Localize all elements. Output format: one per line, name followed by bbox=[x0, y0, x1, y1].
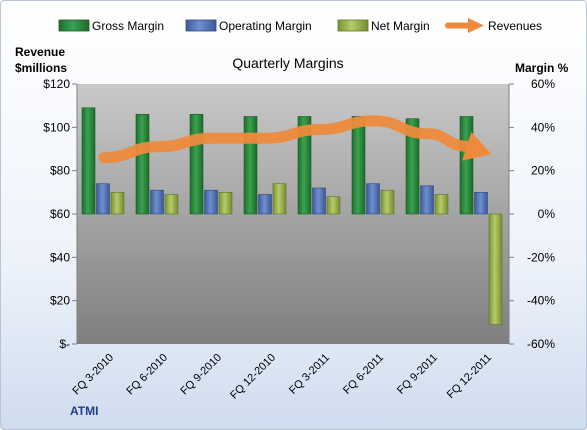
legend-swatch-operating-margin bbox=[185, 19, 217, 32]
bar-net-margin-8 bbox=[488, 213, 503, 325]
legend-swatch-net-margin bbox=[337, 19, 369, 32]
left-tick-label: $60 bbox=[50, 207, 70, 221]
bar-net-margin-4 bbox=[272, 183, 287, 215]
right-axis-title: Margin % bbox=[515, 61, 569, 75]
bar-operating-margin-8 bbox=[474, 192, 488, 215]
chart-title: Quarterly Margins bbox=[232, 55, 343, 71]
left-tick-label: $120 bbox=[43, 77, 70, 91]
left-axis-title-line1: Revenue bbox=[15, 45, 65, 59]
bar-gross-margin-5 bbox=[297, 116, 312, 215]
bar-gross-margin-1 bbox=[81, 107, 96, 215]
bar-operating-margin-5 bbox=[312, 187, 326, 215]
bar-net-margin-7 bbox=[434, 194, 449, 215]
bar-gross-margin-3 bbox=[189, 114, 204, 215]
legend-label-operating-margin: Operating Margin bbox=[219, 19, 312, 33]
right-tick-label: 40% bbox=[531, 120, 555, 134]
bar-net-margin-6 bbox=[380, 189, 395, 215]
bar-net-margin-2 bbox=[164, 194, 179, 215]
x-tick-label: FQ 3-2010 bbox=[70, 352, 116, 398]
right-tick-label: -60% bbox=[527, 337, 555, 351]
bar-gross-margin-2 bbox=[135, 114, 150, 215]
bar-operating-margin-7 bbox=[420, 185, 434, 215]
legend-swatch-revenues bbox=[445, 18, 484, 33]
bar-net-margin-5 bbox=[326, 196, 341, 215]
left-axis-title-line2: $millions bbox=[15, 61, 67, 75]
legend-label-net-margin: Net Margin bbox=[371, 19, 430, 33]
x-tick-label: FQ 6-2010 bbox=[124, 352, 170, 398]
company-label: ATMI bbox=[70, 404, 98, 418]
bar-operating-margin-6 bbox=[366, 183, 380, 215]
arrowhead-revenues bbox=[462, 132, 492, 161]
x-tick-label: FQ 12-2010 bbox=[228, 352, 278, 402]
bar-gross-margin-7 bbox=[405, 118, 420, 215]
bar-operating-margin-4 bbox=[258, 194, 272, 215]
right-tick-label: 60% bbox=[531, 77, 555, 91]
x-tick-label: FQ 9-2010 bbox=[178, 352, 224, 398]
x-tick-label: FQ 9-2011 bbox=[395, 352, 440, 397]
legend-label-revenues: Revenues bbox=[488, 19, 542, 33]
bar-operating-margin-3 bbox=[204, 189, 218, 215]
left-tick-label: $100 bbox=[43, 120, 70, 134]
bar-net-margin-3 bbox=[218, 192, 233, 215]
left-tick-label: $80 bbox=[50, 164, 70, 178]
legend: Gross Margin Operating Margin Net Margin… bbox=[58, 18, 542, 33]
line-revenues bbox=[98, 115, 473, 164]
x-tick-label: FQ 12-2011 bbox=[445, 352, 494, 401]
x-tick-label: FQ 3-2011 bbox=[287, 352, 332, 397]
bar-operating-margin-2 bbox=[150, 189, 164, 215]
legend-label-gross-margin: Gross Margin bbox=[92, 19, 164, 33]
left-tick-label: $- bbox=[59, 337, 70, 351]
bar-operating-margin-1 bbox=[96, 183, 110, 215]
right-tick-label: -40% bbox=[527, 294, 555, 308]
right-tick-label: 20% bbox=[531, 164, 555, 178]
right-tick-label: 0% bbox=[538, 207, 556, 221]
right-tick-label: -20% bbox=[527, 250, 555, 264]
bar-gross-margin-6 bbox=[351, 116, 366, 215]
x-tick-label: FQ 6-2011 bbox=[341, 352, 386, 397]
bar-net-margin-1 bbox=[110, 192, 125, 215]
legend-swatch-gross-margin bbox=[58, 19, 90, 32]
bar-gross-margin-4 bbox=[243, 116, 258, 215]
data-marks bbox=[81, 107, 503, 325]
bar-gross-margin-8 bbox=[459, 116, 474, 215]
left-tick-label: $20 bbox=[50, 294, 70, 308]
left-tick-label: $40 bbox=[50, 250, 70, 264]
